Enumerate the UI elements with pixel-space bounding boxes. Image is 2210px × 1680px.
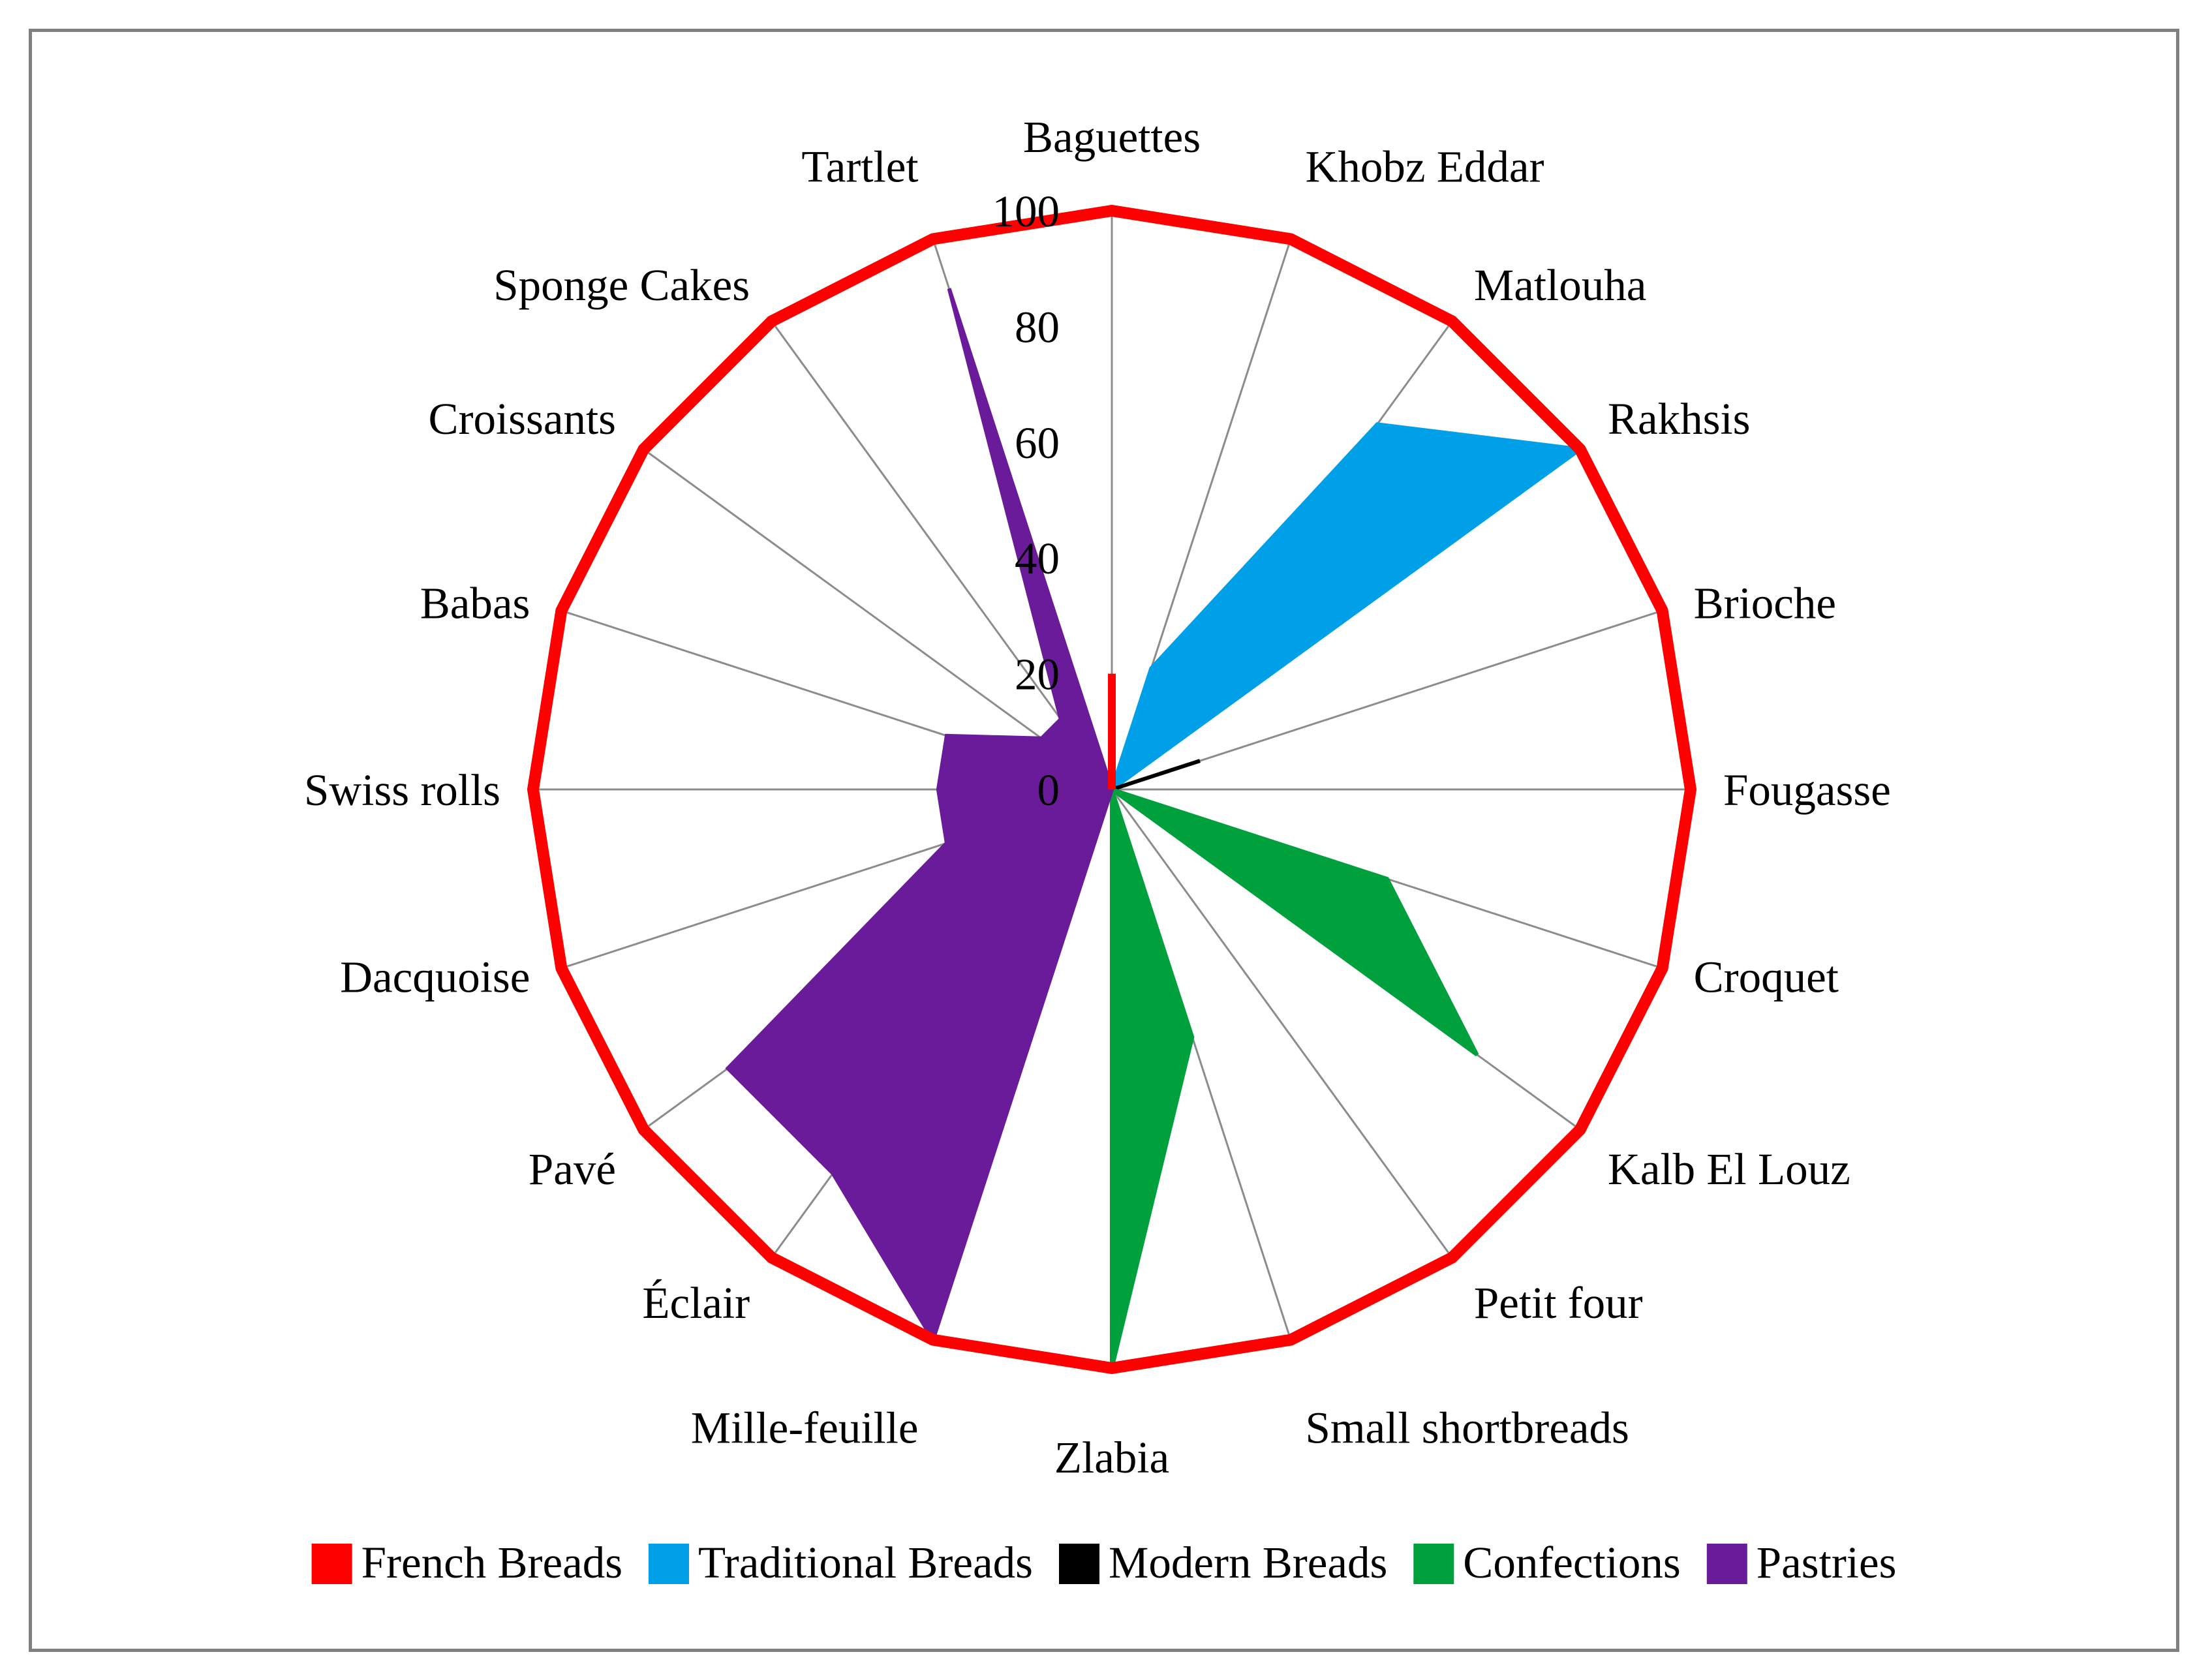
legend-swatch-3 (1413, 1544, 1454, 1584)
category-label-9: Small shortbreads (1306, 1403, 1629, 1453)
category-label-7: Kalb El Louz (1608, 1144, 1850, 1194)
tick-label-40: 40 (1015, 534, 1060, 583)
tick-label-80: 80 (1015, 302, 1060, 352)
legend-label-2: Modern Breads (1109, 1538, 1387, 1587)
legend-swatch-1 (649, 1544, 689, 1584)
legend-label-4: Pastries (1757, 1538, 1897, 1587)
spoke-17 (643, 448, 1113, 791)
category-label-1: Khobz Eddar (1306, 142, 1544, 191)
category-label-6: Croquet (1694, 953, 1839, 1002)
category-label-10: Zlabia (1054, 1433, 1169, 1482)
category-label-8: Petit four (1474, 1278, 1643, 1328)
spoke-8 (1111, 789, 1453, 1259)
category-labels: Baguettes Khobz Eddar Matlouha Rakhsis Brioc… (304, 112, 1891, 1482)
spoke-4 (1111, 609, 1663, 791)
radial-tick-labels: 0 20 40 60 80 100 (992, 187, 1060, 815)
legend-label-3: Confections (1463, 1538, 1680, 1587)
spoke-18 (771, 320, 1113, 790)
chart-frame (29, 29, 2179, 1652)
legend-swatch-0 (311, 1544, 352, 1584)
category-label-11: Mille-feuille (691, 1403, 919, 1453)
legend-swatch-4 (1706, 1544, 1747, 1584)
category-label-0: Baguettes (1023, 112, 1201, 162)
tick-label-60: 60 (1015, 418, 1060, 468)
legend-label-0: French Breads (361, 1538, 622, 1587)
tick-label-0: 0 (1037, 765, 1060, 815)
category-label-3: Rakhsis (1608, 394, 1751, 444)
legend: French Breads Traditional Breads Modern Br… (311, 1538, 1897, 1587)
series-2-area (1111, 759, 1201, 791)
category-label-2: Matlouha (1474, 260, 1646, 310)
radar-series (527, 204, 1697, 1375)
category-label-18: Sponge Cakes (493, 260, 750, 310)
category-label-16: Babas (420, 579, 530, 628)
series-1-area (1108, 422, 1586, 795)
series-4-area (725, 288, 1114, 1345)
category-label-5: Fougasse (1723, 765, 1891, 815)
category-label-4: Brioche (1694, 579, 1836, 628)
category-label-13: Pavé (529, 1144, 616, 1194)
tick-label-20: 20 (1015, 650, 1060, 699)
series-3-area (1108, 784, 1479, 1369)
series-0-line (527, 204, 1697, 1375)
category-label-17: Croissants (428, 394, 616, 444)
category-label-14: Dacquoise (340, 953, 530, 1002)
category-label-12: Éclair (642, 1278, 750, 1328)
legend-swatch-2 (1059, 1544, 1099, 1584)
category-label-19: Tartlet (801, 142, 918, 191)
legend-label-1: Traditional Breads (698, 1538, 1033, 1587)
tick-label-100: 100 (992, 187, 1060, 236)
category-label-15: Swiss rolls (304, 765, 500, 815)
